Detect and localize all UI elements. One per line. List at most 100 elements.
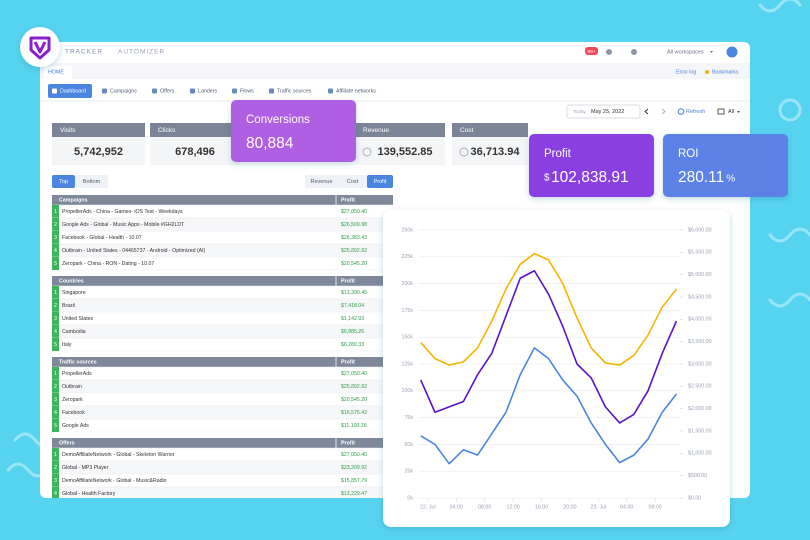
toolbar-item[interactable]: Traffic sources (277, 88, 312, 94)
toolbar-item[interactable]: Campaigns (110, 88, 137, 94)
stat-body (52, 137, 145, 165)
row-profit: $6,280.33 (341, 342, 364, 348)
toolbar-item[interactable]: Flows (240, 88, 254, 94)
sort-button[interactable]: Top (59, 179, 68, 185)
toolbar-item[interactable]: Landers (198, 88, 217, 94)
stat-label: Clicks (158, 127, 176, 134)
x-tick-label: 12:00 (506, 504, 519, 510)
stat-label: Cost (460, 127, 474, 134)
currency-icon (459, 147, 469, 157)
table-title: Offers (59, 440, 75, 446)
series-line (420, 269, 678, 424)
rank-box (52, 367, 59, 380)
y-tick-label: 75k (404, 415, 413, 421)
metric-button-label[interactable]: Revenue (310, 179, 332, 185)
toolbar-icon (328, 88, 333, 94)
table-column: Profit (341, 278, 355, 284)
sort-button[interactable]: Bottom (83, 179, 101, 185)
help-icon (606, 49, 612, 55)
rank-box (52, 448, 59, 461)
stat-value: 5,742,952 (74, 146, 123, 158)
y2-tick-label: $5,000.00 (688, 272, 712, 278)
home-tab: HOME (48, 69, 64, 75)
row-name: Facebook (62, 410, 85, 416)
row-name: Global - MP3 Player (62, 465, 109, 471)
rank-box (52, 257, 59, 270)
rank: 1 (54, 452, 57, 458)
row-name: Google Ads (62, 423, 89, 429)
row-name: Facebook - Global - Health - 10.07 (62, 235, 142, 241)
metric-button-label[interactable]: Cost (347, 179, 359, 185)
rank-box (52, 338, 59, 351)
y-tick-label: 25k (404, 469, 413, 475)
y2-tick-label: $3,500.00 (688, 339, 712, 345)
table-header (52, 438, 393, 448)
metric-button (367, 175, 393, 188)
row-name: DemoAffiliateNetwork - Global - Music&Ra… (62, 478, 167, 484)
table-header (52, 357, 393, 367)
chart-card: 0k 25k 50k 75k 100k 125k 150k 175k 200k 225k 250k $… (383, 210, 730, 527)
rank: 5 (54, 423, 57, 429)
table-column: Profit (341, 197, 355, 203)
rank: 1 (54, 290, 57, 296)
toolbar-icon (152, 88, 157, 94)
rank: 3 (54, 478, 57, 484)
rank: 3 (54, 397, 57, 403)
row-profit: $13,390.45 (341, 290, 367, 296)
table-header (52, 276, 393, 286)
row-profit: $1,142.93 (341, 316, 364, 322)
y2-tick-label: $4,500.00 (688, 294, 712, 300)
y2-tick-label: $500.00 (688, 473, 707, 479)
currency-icon (362, 147, 372, 157)
rank-box (52, 325, 59, 338)
row-name: Global - Health Factory (62, 491, 116, 497)
date-box (566, 104, 641, 119)
rank-box (52, 487, 59, 498)
x-tick-label: 23. Jul (591, 504, 607, 510)
row-profit: $13,229.47 (341, 491, 367, 497)
stat-value: 139,552.85 (377, 146, 432, 158)
rank: 1 (54, 209, 57, 215)
rank-box (52, 286, 59, 299)
row-profit: $20,545.20 (341, 261, 367, 267)
stat-header (452, 123, 528, 137)
y-tick-label: 50k (404, 442, 413, 448)
highlight-card (529, 134, 654, 197)
bookmarks: Bookmarks (712, 69, 739, 75)
y2-tick-label: $1,500.00 (688, 428, 712, 434)
rank: 1 (54, 371, 57, 377)
rank: 4 (54, 248, 57, 254)
row-name: Italy (62, 342, 72, 348)
caret (737, 111, 740, 113)
row-profit: $15,857.79 (341, 478, 367, 484)
y2-tick-label: $0.00 (688, 495, 701, 501)
row-profit: $20,545.20 (341, 397, 367, 403)
rank: 2 (54, 222, 57, 228)
squiggle (758, 0, 802, 13)
star-icon (705, 70, 709, 74)
row-profit: $6,885.26 (341, 329, 364, 335)
y-tick-label: 150k (402, 335, 414, 341)
rank: 4 (54, 329, 57, 335)
settings-icon (631, 49, 637, 55)
y-tick-label: 100k (402, 388, 414, 394)
metric-button-label[interactable]: Profit (374, 179, 387, 185)
highlight-label: Profit (544, 148, 572, 160)
toolbar-item[interactable]: Offers (160, 88, 175, 94)
refresh[interactable]: Refresh (686, 109, 705, 115)
toolbar-item[interactable]: Affiliate networks (336, 88, 376, 94)
toolbar-item[interactable]: Dashboard (60, 88, 86, 94)
row-profit: $27,050.40 (341, 452, 367, 458)
y-tick-label: 225k (402, 254, 414, 260)
y2-tick-label: $5,500.00 (688, 250, 712, 256)
error-log: Error log (676, 69, 696, 75)
rank: 2 (54, 465, 57, 471)
highlight-card (231, 100, 356, 162)
series-line (420, 347, 678, 465)
highlight-label: ROI (678, 148, 698, 160)
y-tick-label: 175k (402, 308, 414, 314)
y2-tick-label: $2,000.00 (688, 406, 712, 412)
